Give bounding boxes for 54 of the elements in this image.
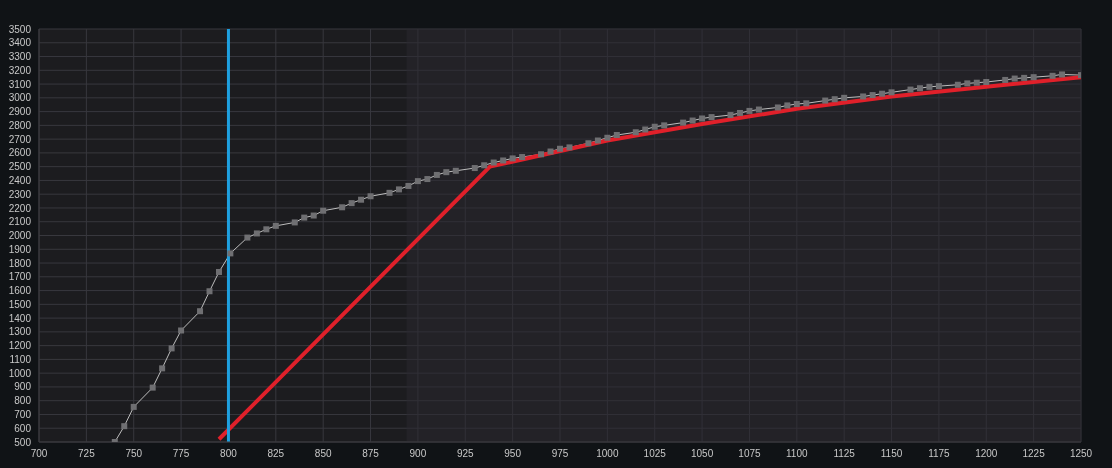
y-tick-label: 3100 bbox=[8, 78, 32, 90]
x-tick-label: 1000 bbox=[596, 448, 619, 460]
y-tick-label: 2100 bbox=[8, 216, 32, 228]
y-tick-label: 2200 bbox=[8, 202, 32, 214]
y-tick-label: 3400 bbox=[8, 37, 32, 49]
y-tick-label: 1000 bbox=[8, 367, 32, 379]
x-tick-label: 700 bbox=[30, 448, 48, 460]
x-tick-label: 1250 bbox=[1069, 448, 1093, 460]
y-tick-label: 800 bbox=[14, 395, 32, 407]
y-tick-label: 500 bbox=[14, 436, 32, 448]
x-tick-label: 1200 bbox=[975, 448, 998, 460]
x-tick-label: 825 bbox=[267, 448, 285, 460]
x-tick-label: 750 bbox=[125, 448, 143, 460]
y-tick-label: 2600 bbox=[8, 147, 32, 159]
x-tick-label: 800 bbox=[220, 448, 238, 460]
x-tick-label: 1125 bbox=[833, 448, 856, 460]
y-tick-label: 2300 bbox=[8, 188, 32, 200]
y-tick-label: 1700 bbox=[8, 271, 32, 283]
x-tick-label: 875 bbox=[362, 448, 380, 460]
y-tick-label: 3300 bbox=[8, 51, 32, 63]
x-tick-label: 900 bbox=[409, 448, 427, 460]
x-tick-label: 850 bbox=[314, 448, 332, 460]
y-tick-label: 2500 bbox=[8, 161, 32, 173]
y-tick-label: 1500 bbox=[8, 298, 32, 310]
y-tick-label: 2800 bbox=[8, 119, 32, 131]
y-tick-label: 700 bbox=[14, 409, 32, 421]
y-tick-label: 1900 bbox=[8, 243, 32, 255]
x-tick-label: 1175 bbox=[928, 448, 951, 460]
y-tick-label: 3000 bbox=[8, 92, 32, 104]
y-tick-label: 600 bbox=[14, 422, 32, 434]
y-tick-label: 1800 bbox=[8, 257, 32, 269]
x-tick-label: 1150 bbox=[880, 448, 903, 460]
x-tick-label: 1025 bbox=[643, 448, 667, 460]
y-tick-label: 1400 bbox=[8, 312, 32, 324]
x-tick-label: 950 bbox=[504, 448, 522, 460]
x-tick-label: 925 bbox=[456, 448, 475, 460]
x-tick-label: 1225 bbox=[1022, 448, 1046, 460]
x-tick-label: 1100 bbox=[786, 448, 808, 460]
y-tick-label: 1200 bbox=[8, 340, 32, 352]
x-tick-label: 1075 bbox=[738, 448, 762, 460]
y-tick-label: 1100 bbox=[9, 353, 32, 365]
x-tick-label: 1050 bbox=[690, 448, 714, 460]
y-tick-label: 2900 bbox=[8, 106, 32, 118]
y-tick-label: 3500 bbox=[8, 23, 32, 35]
y-tick-label: 3200 bbox=[8, 64, 32, 76]
x-tick-label: 725 bbox=[78, 448, 96, 460]
y-tick-label: 1600 bbox=[8, 285, 32, 297]
y-tick-label: 2000 bbox=[8, 230, 32, 242]
y-tick-label: 2400 bbox=[8, 174, 32, 186]
x-tick-label: 975 bbox=[551, 448, 569, 460]
y-tick-label: 2700 bbox=[8, 133, 32, 145]
x-tick-label: 775 bbox=[172, 448, 190, 460]
y-tick-label: 900 bbox=[14, 381, 32, 393]
y-tick-label: 1300 bbox=[8, 326, 32, 338]
